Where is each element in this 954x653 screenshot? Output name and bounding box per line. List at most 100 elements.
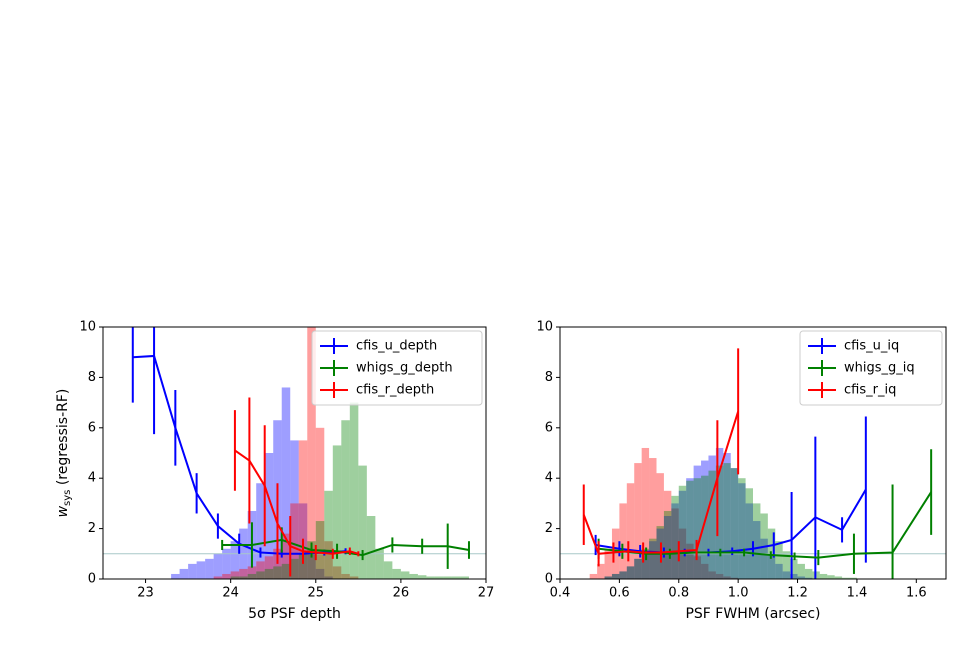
- histogram-bar: [715, 573, 724, 579]
- histogram-bar: [790, 573, 798, 579]
- histogram-bar: [451, 576, 461, 579]
- histogram-bar: [626, 566, 635, 579]
- histogram-bar: [693, 478, 702, 579]
- histogram-bar: [256, 483, 265, 579]
- legend-label: whigs_g_depth: [356, 361, 453, 376]
- legend-label: cfis_r_depth: [356, 383, 434, 398]
- plot-area: [103, 327, 486, 579]
- plot-area: [560, 348, 946, 579]
- histogram-bar: [315, 427, 325, 579]
- histogram-bar: [298, 440, 308, 579]
- histogram-bar: [790, 558, 798, 579]
- histogram-bar: [324, 576, 333, 579]
- histogram-bar: [634, 558, 642, 579]
- histogram-bar: [671, 503, 679, 579]
- y-tick-label: 0: [88, 572, 96, 587]
- histogram-bar: [708, 470, 716, 579]
- histogram-bar: [230, 576, 240, 579]
- histogram-bar: [604, 548, 612, 579]
- histogram-bar: [649, 541, 657, 579]
- legend-label: cfis_u_depth: [356, 339, 437, 354]
- histogram-bar: [753, 521, 761, 579]
- x-tick-label: 1.2: [787, 586, 808, 601]
- histogram-bar: [686, 480, 694, 579]
- axes-frame: [102, 326, 487, 580]
- histogram-bar: [611, 573, 620, 579]
- histogram-bar: [708, 571, 716, 579]
- x-tick-label: 1.6: [906, 586, 927, 601]
- histogram-bar: [708, 455, 716, 579]
- x-tick-label: 0.6: [609, 586, 630, 601]
- histogram-bar: [290, 558, 299, 579]
- histogram-bar: [589, 573, 598, 579]
- histogram-bar: [307, 327, 316, 579]
- x-tick-label: 26: [393, 586, 410, 601]
- histogram-bar: [678, 490, 687, 579]
- histogram-bar: [264, 556, 274, 579]
- histogram-bar: [686, 478, 694, 579]
- histogram-bar: [619, 571, 627, 579]
- histogram-bar: [179, 568, 189, 579]
- histogram-bar: [634, 558, 642, 579]
- histogram-bar: [730, 468, 739, 579]
- histogram-bar: [693, 465, 702, 579]
- histogram-bar: [686, 543, 694, 579]
- histogram-bar: [341, 420, 350, 579]
- histogram-bar: [281, 533, 291, 579]
- axes-frame: [559, 326, 947, 580]
- histogram-bar: [230, 571, 240, 579]
- histogram-bar: [782, 551, 791, 579]
- y-tick-label: 2: [88, 521, 96, 536]
- histogram-bar: [745, 488, 753, 579]
- histogram-bar: [804, 577, 813, 579]
- histogram-bar: [782, 571, 791, 579]
- histogram-bar: [247, 566, 257, 579]
- histogram-bar: [434, 576, 444, 579]
- x-tick-label: 0.4: [550, 586, 571, 601]
- histogram-bar: [443, 576, 452, 579]
- series-line: [234, 449, 359, 555]
- histogram-bar: [767, 553, 776, 579]
- histogram-bar: [332, 566, 342, 579]
- histogram-bar: [715, 447, 724, 579]
- y-tick-label: 4: [88, 471, 96, 486]
- histogram-bar: [738, 478, 746, 579]
- histogram-bar: [819, 573, 828, 579]
- histogram-bar: [324, 490, 333, 579]
- histogram-bar: [298, 553, 308, 579]
- histogram-bar: [290, 440, 299, 579]
- histogram-bar: [239, 576, 248, 579]
- legend-box: [799, 330, 943, 406]
- histogram-bar: [641, 548, 650, 579]
- x-axis-label: PSF FWHM (arcsec): [685, 606, 820, 622]
- legend-label: cfis_u_iq: [844, 339, 899, 354]
- histogram-bar: [400, 571, 410, 579]
- histogram-bar: [760, 538, 768, 579]
- histogram-bar: [671, 495, 679, 579]
- histogram-bar: [797, 576, 805, 579]
- histogram-bar: [775, 563, 783, 579]
- x-tick-label: 1.0: [728, 586, 749, 601]
- histogram-bar: [649, 538, 657, 579]
- histogram-bar: [315, 568, 325, 579]
- y-tick-label: 2: [545, 521, 553, 536]
- histogram-bar: [701, 563, 709, 579]
- histogram-bar: [341, 573, 350, 579]
- histogram-bar: [619, 503, 627, 579]
- histogram-bar: [634, 463, 642, 579]
- histogram-bar: [222, 548, 231, 579]
- legend-label: whigs_g_iq: [844, 361, 915, 376]
- y-tick-label: 8: [88, 370, 96, 385]
- y-axis-label-main: w: [55, 505, 71, 517]
- histogram-bar: [426, 576, 435, 579]
- histogram-bar: [417, 575, 427, 579]
- x-axis-label: 5σ PSF depth: [248, 606, 341, 622]
- histogram-bar: [641, 551, 650, 579]
- histogram-bar: [290, 503, 299, 579]
- histogram-bar: [797, 563, 805, 579]
- legend-label: cfis_r_iq: [844, 383, 896, 398]
- y-tick-label: 10: [536, 320, 553, 335]
- histogram-bar: [247, 573, 257, 579]
- histogram-bar: [745, 503, 753, 579]
